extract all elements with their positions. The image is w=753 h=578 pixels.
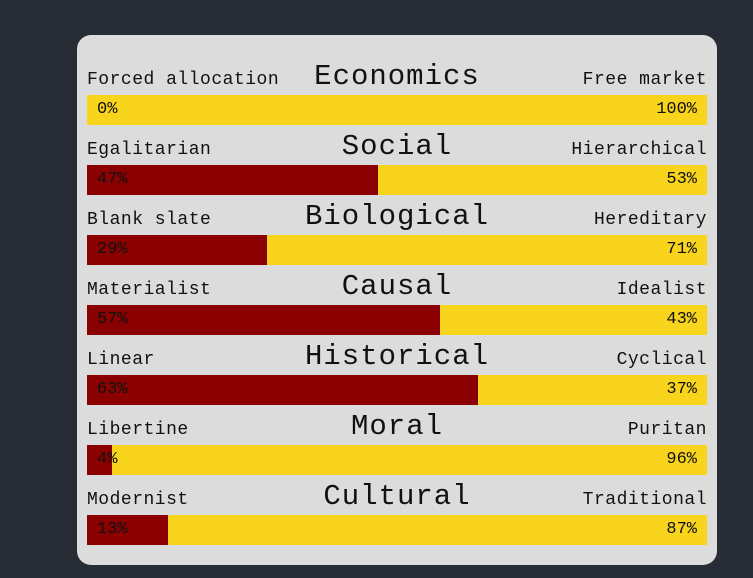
axis-bar: 47% 53% (87, 165, 707, 195)
axis-bar: 0% 100% (87, 95, 707, 125)
axis-title: Social (341, 130, 453, 163)
left-percentage: 57% (97, 310, 128, 329)
axis-header: Egalitarian Social Hierarchical (87, 130, 707, 165)
axis-header: Libertine Moral Puritan (87, 410, 707, 445)
axis-economics: Forced allocation Economics Free market … (87, 60, 707, 130)
left-bar-fill (87, 515, 168, 545)
left-percentage: 13% (97, 520, 128, 539)
right-label: Free market (582, 70, 707, 90)
right-percentage: 96% (666, 450, 697, 469)
axis-historical: Linear Historical Cyclical 63% 37% (87, 340, 707, 410)
left-label: Linear (87, 350, 155, 370)
results-card: Forced allocation Economics Free market … (77, 35, 717, 565)
axis-causal: Materialist Causal Idealist 57% 43% (87, 270, 707, 340)
axis-title: Moral (350, 410, 443, 443)
left-percentage: 4% (97, 450, 118, 469)
right-percentage: 43% (666, 310, 697, 329)
right-label: Hierarchical (571, 140, 707, 160)
left-bar-fill (87, 305, 441, 335)
axis-title: Economics (314, 60, 480, 93)
right-label: Cyclical (616, 350, 707, 370)
right-percentage: 100% (656, 100, 697, 119)
right-percentage: 53% (666, 170, 697, 189)
axis-header: Forced allocation Economics Free market (87, 60, 707, 95)
right-label: Hereditary (593, 210, 707, 230)
left-label: Egalitarian (87, 140, 212, 160)
left-label: Materialist (87, 280, 212, 300)
left-percentage: 63% (97, 380, 128, 399)
axis-moral: Libertine Moral Puritan 4% 96% (87, 410, 707, 480)
left-label: Libertine (87, 420, 189, 440)
axis-bar: 29% 71% (87, 235, 707, 265)
right-percentage: 87% (666, 520, 697, 539)
axis-biological: Blank slate Biological Hereditary 29% 71… (87, 200, 707, 270)
left-percentage: 0% (97, 100, 118, 119)
axis-title: Biological (304, 200, 490, 233)
axis-bar: 57% 43% (87, 305, 707, 335)
left-percentage: 29% (97, 240, 128, 259)
left-label: Modernist (87, 490, 189, 510)
left-bar-fill (87, 165, 379, 195)
right-label: Idealist (616, 280, 707, 300)
right-percentage: 71% (666, 240, 697, 259)
axis-title: Historical (304, 340, 490, 373)
axis-header: Blank slate Biological Hereditary (87, 200, 707, 235)
left-label: Blank slate (87, 210, 212, 230)
left-bar-fill (87, 445, 112, 475)
axis-title: Causal (341, 270, 453, 303)
axis-header: Materialist Causal Idealist (87, 270, 707, 305)
axis-social: Egalitarian Social Hierarchical 47% 53% (87, 130, 707, 200)
axis-bar: 13% 87% (87, 515, 707, 545)
left-bar-fill (87, 235, 267, 265)
axis-header: Linear Historical Cyclical (87, 340, 707, 375)
axis-bar: 4% 96% (87, 445, 707, 475)
axis-bar: 63% 37% (87, 375, 707, 405)
axis-cultural: Modernist Cultural Traditional 13% 87% (87, 480, 707, 550)
left-percentage: 47% (97, 170, 128, 189)
axis-header: Modernist Cultural Traditional (87, 480, 707, 515)
left-bar-fill (87, 375, 478, 405)
left-label: Forced allocation (87, 70, 280, 90)
right-percentage: 37% (666, 380, 697, 399)
axis-title: Cultural (323, 480, 471, 513)
right-label: Traditional (582, 490, 707, 510)
right-label: Puritan (627, 420, 707, 440)
